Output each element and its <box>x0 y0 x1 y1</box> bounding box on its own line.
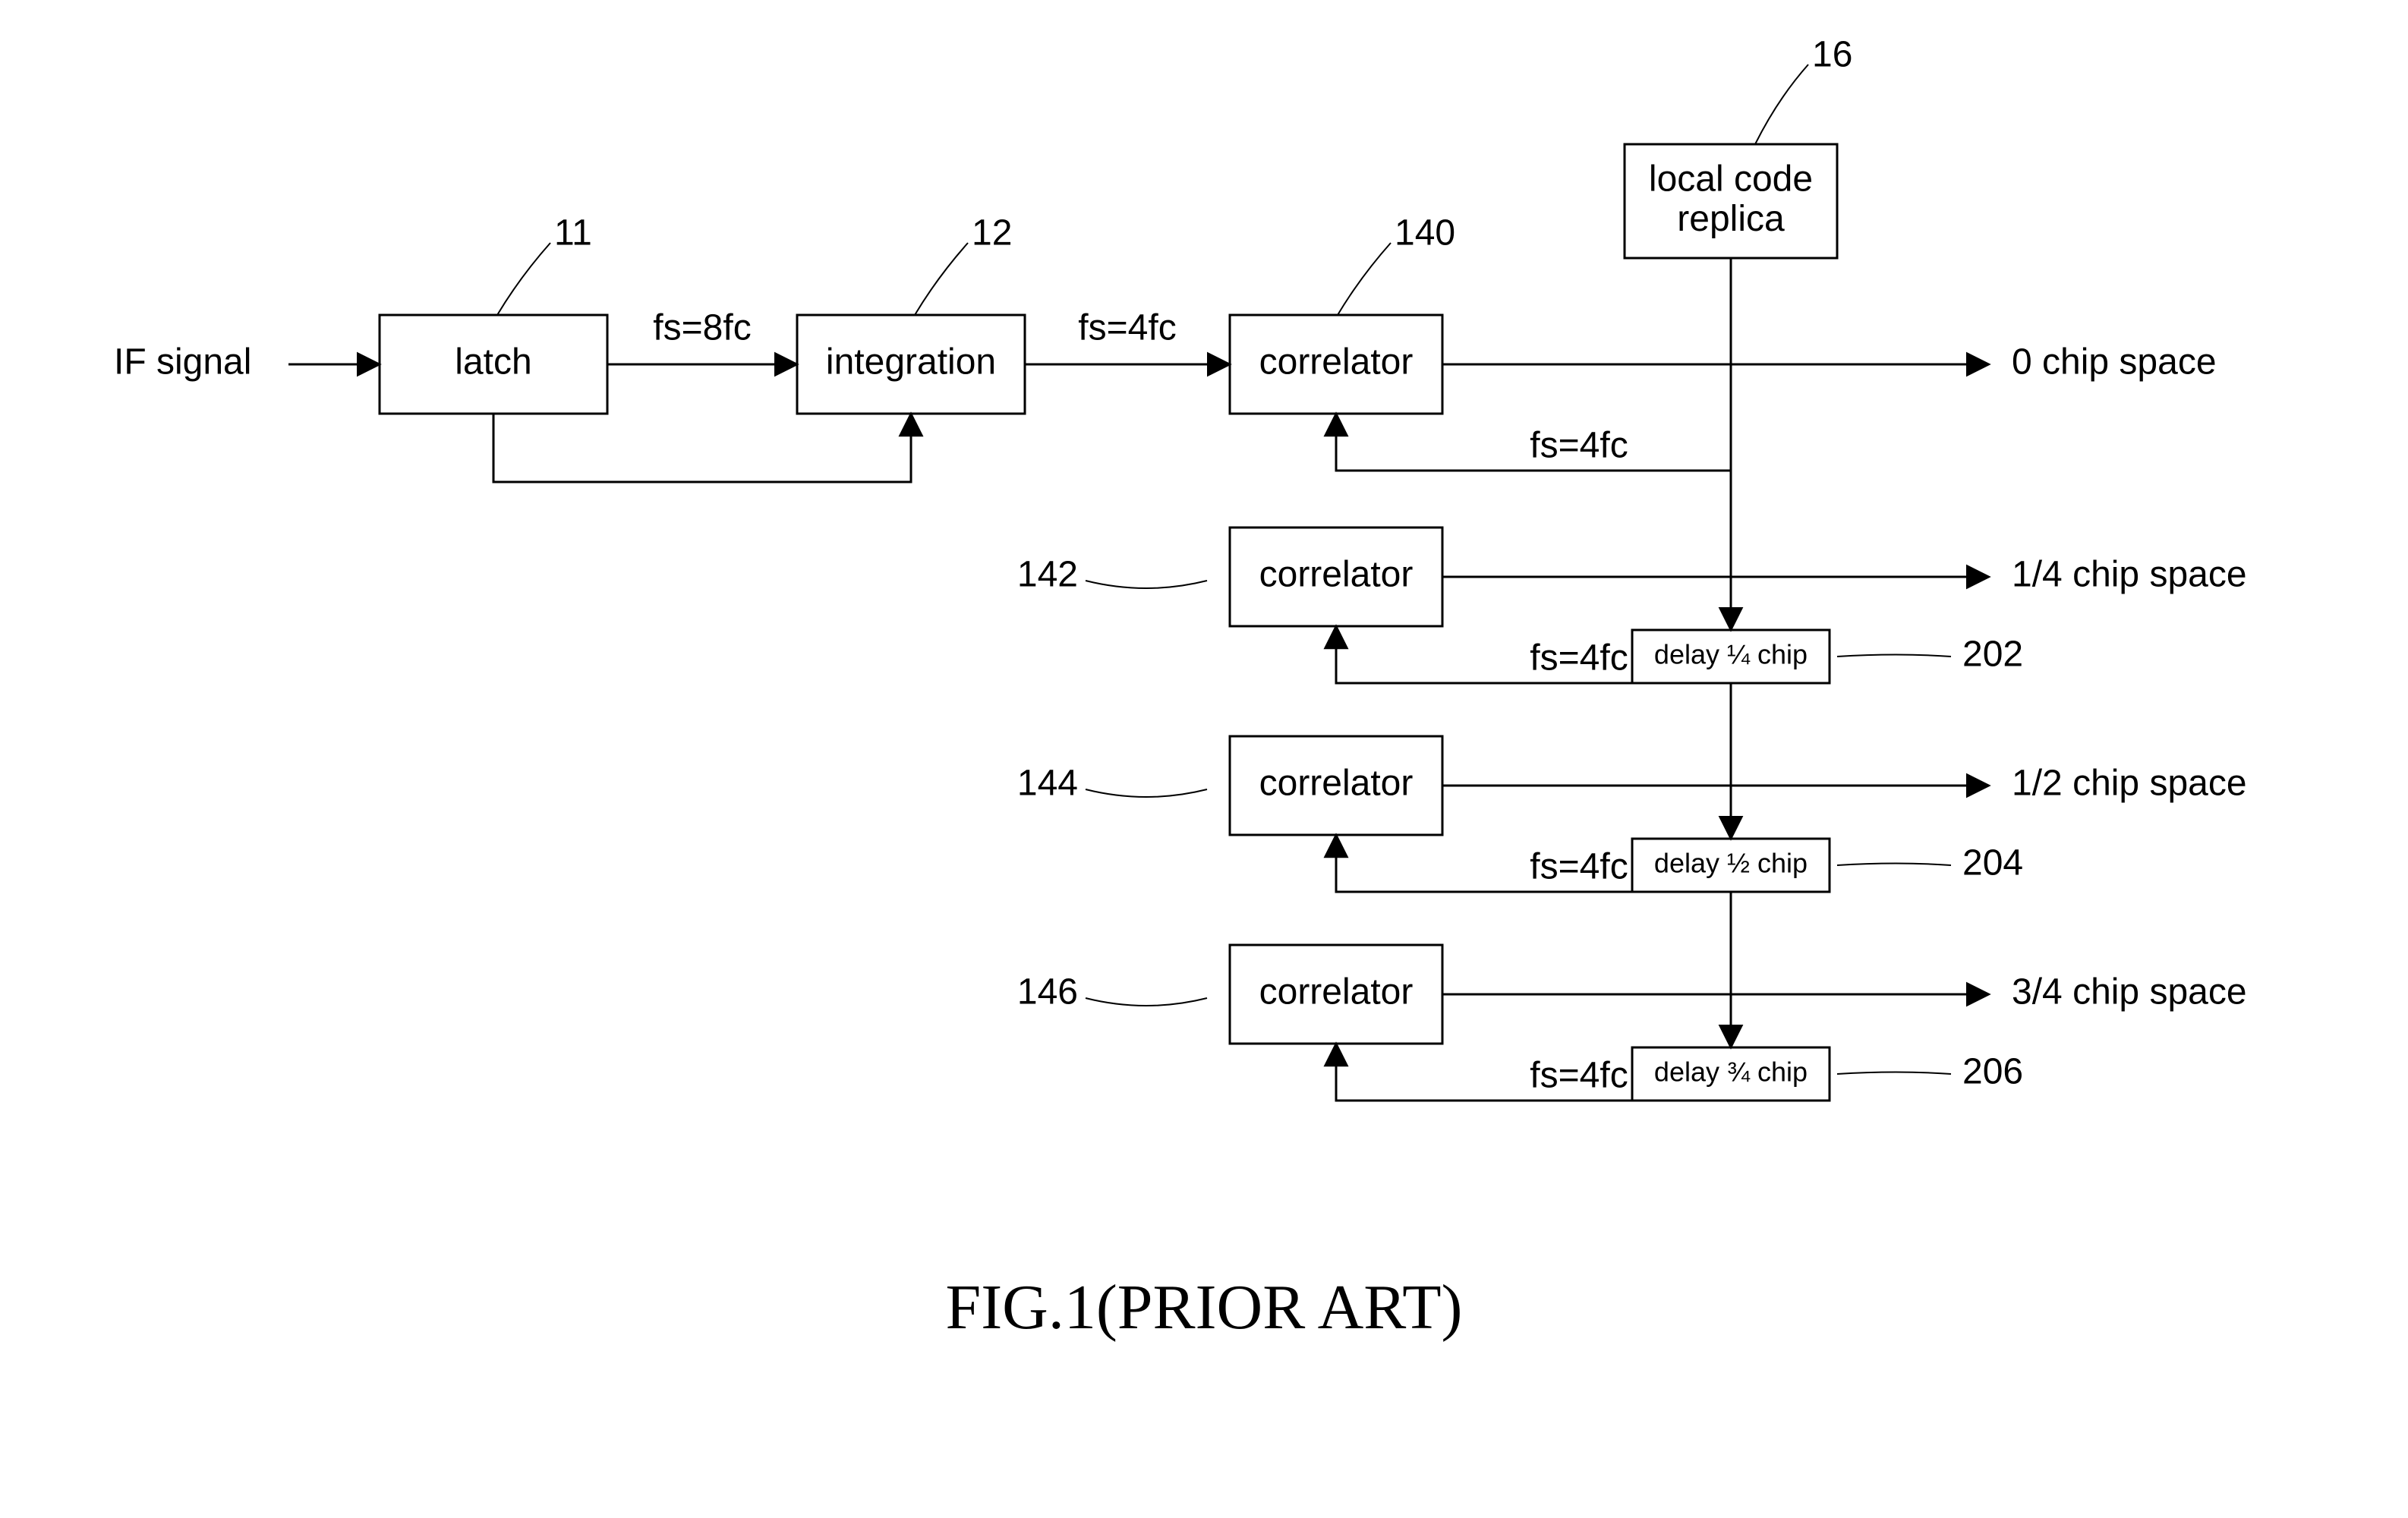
edge-label: fs=8fc <box>653 308 751 348</box>
block-label: correlator <box>1259 555 1414 595</box>
ref-number: 144 <box>1017 764 1078 804</box>
ref-leader <box>1755 65 1808 144</box>
ref-number: 202 <box>1962 635 2023 675</box>
ref-number: 142 <box>1017 555 1078 595</box>
output-label: 0 chip space <box>2012 342 2217 383</box>
ref-number: 146 <box>1017 972 1078 1013</box>
output-label: 1/2 chip space <box>2012 764 2247 804</box>
edge-label: fs=4fc <box>1530 1056 1628 1096</box>
ref-number: 12 <box>972 213 1012 254</box>
input-label: IF signal <box>114 342 251 383</box>
block-label: delay ¼ chip <box>1654 639 1808 670</box>
ref-leader <box>915 243 968 315</box>
ref-number: 11 <box>554 213 592 254</box>
edge-label: fs=4fc <box>1530 638 1628 679</box>
block-label: latch <box>455 342 531 383</box>
ref-leader <box>1837 864 1951 866</box>
block-label: correlator <box>1259 972 1414 1013</box>
ref-leader <box>1086 581 1207 588</box>
ref-number: 204 <box>1962 843 2023 883</box>
ref-leader <box>1837 655 1951 657</box>
ref-leader <box>497 243 550 315</box>
ref-leader <box>1086 998 1207 1006</box>
figure-caption: FIG.1(PRIOR ART) <box>945 1272 1462 1343</box>
ref-leader <box>1338 243 1391 315</box>
ref-leader <box>1086 789 1207 797</box>
block-label: local code <box>1649 159 1813 199</box>
block-label: delay ½ chip <box>1654 848 1808 879</box>
edge-label: fs=4fc <box>1078 308 1176 348</box>
edge-label: fs=4fc <box>1530 847 1628 887</box>
ref-number: 140 <box>1395 213 1455 254</box>
block-label: replica <box>1677 199 1785 239</box>
ref-leader <box>1837 1072 1951 1075</box>
block-label: delay ¾ chip <box>1654 1057 1808 1088</box>
wire-feedback <box>493 414 911 482</box>
edge-label: fs=4fc <box>1530 426 1628 466</box>
ref-number: 206 <box>1962 1052 2023 1092</box>
output-label: 1/4 chip space <box>2012 555 2247 595</box>
block-label: integration <box>826 342 996 383</box>
block-label: correlator <box>1259 764 1414 804</box>
output-label: 3/4 chip space <box>2012 972 2247 1013</box>
ref-number: 16 <box>1812 35 1852 75</box>
block-label: correlator <box>1259 342 1414 383</box>
